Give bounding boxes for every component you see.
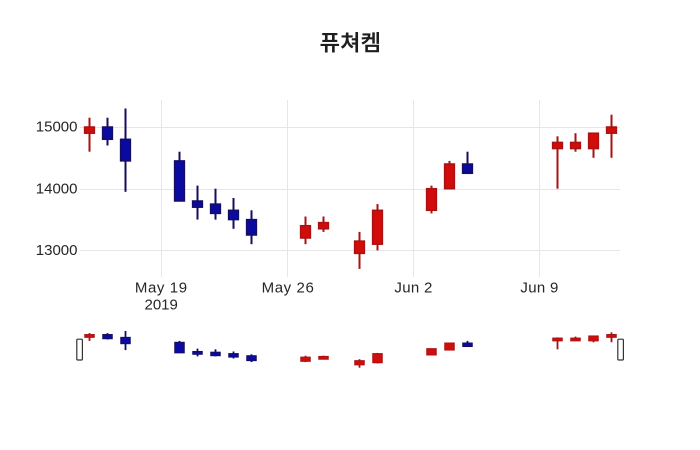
svg-text:15000: 15000 [36,119,78,136]
svg-text:13000: 13000 [36,242,78,259]
svg-text:14000: 14000 [36,180,78,197]
svg-text:May 26: May 26 [262,280,315,297]
svg-text:2019: 2019 [145,297,178,314]
svg-text:Jun 2: Jun 2 [394,280,432,297]
svg-text:Jun 9: Jun 9 [520,280,558,297]
svg-text:May 19: May 19 [135,280,188,297]
